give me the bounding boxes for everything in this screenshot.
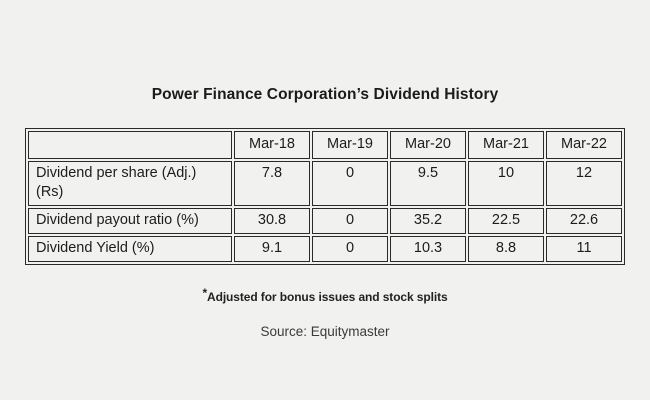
data-cell: 0 xyxy=(312,208,388,234)
header-cell-empty xyxy=(28,131,232,159)
table-row-payout-ratio: Dividend payout ratio (%) 30.8 0 35.2 22… xyxy=(28,208,622,234)
figure-title: Power Finance Corporation’s Dividend His… xyxy=(151,86,499,103)
data-cell: 30.8 xyxy=(234,208,310,234)
data-cell: 10 xyxy=(468,161,544,206)
table-header-row: Mar-18 Mar-19 Mar-20 Mar-21 Mar-22 xyxy=(28,131,622,159)
table-row-dividend-yield: Dividend Yield (%) 9.1 0 10.3 8.8 11 xyxy=(28,236,622,262)
header-cell-mar-18: Mar-18 xyxy=(234,131,310,159)
data-cell: 22.6 xyxy=(546,208,622,234)
table-row-dividend-per-share: Dividend per share (Adj.) (Rs) 7.8 0 9.5… xyxy=(28,161,622,206)
data-cell: 0 xyxy=(312,236,388,262)
data-cell: 35.2 xyxy=(390,208,466,234)
source-attribution: Source: Equitymaster xyxy=(260,324,390,339)
data-cell: 7.8 xyxy=(234,161,310,206)
row-label-payout-ratio: Dividend payout ratio (%) xyxy=(28,208,232,234)
data-cell: 12 xyxy=(546,161,622,206)
data-cell: 0 xyxy=(312,161,388,206)
header-cell-mar-21: Mar-21 xyxy=(468,131,544,159)
header-cell-mar-22: Mar-22 xyxy=(546,131,622,159)
row-label-dividend-per-share: Dividend per share (Adj.) (Rs) xyxy=(28,161,232,206)
header-cell-mar-20: Mar-20 xyxy=(390,131,466,159)
header-cell-mar-19: Mar-19 xyxy=(312,131,388,159)
row-label-dividend-yield: Dividend Yield (%) xyxy=(28,236,232,262)
footnote: *Adjusted for bonus issues and stock spl… xyxy=(0,286,650,304)
data-cell: 8.8 xyxy=(468,236,544,262)
data-cell: 11 xyxy=(546,236,622,262)
dividend-table: Mar-18 Mar-19 Mar-20 Mar-21 Mar-22 Divid… xyxy=(25,128,625,265)
data-cell: 22.5 xyxy=(468,208,544,234)
footnote-asterisk: * xyxy=(202,286,208,300)
data-cell: 9.5 xyxy=(390,161,466,206)
data-cell: 10.3 xyxy=(390,236,466,262)
footnote-text: Adjusted for bonus issues and stock spli… xyxy=(207,290,448,304)
data-cell: 9.1 xyxy=(234,236,310,262)
